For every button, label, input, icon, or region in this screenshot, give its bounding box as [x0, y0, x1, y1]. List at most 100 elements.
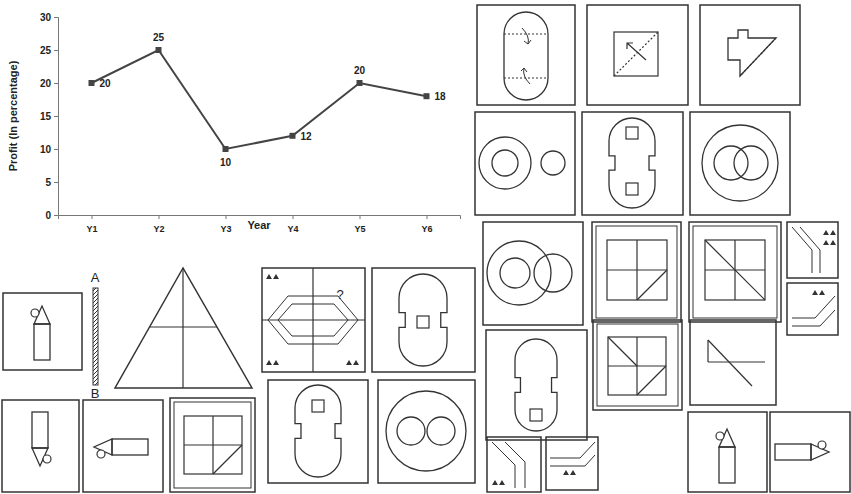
data-label: 20 — [354, 65, 366, 76]
x-tick: Y6 — [421, 215, 432, 234]
data-label: 10 — [220, 157, 232, 168]
figure-box-inner — [693, 226, 777, 318]
small-triangle — [266, 274, 272, 279]
x-tick-mark — [226, 215, 227, 219]
grid-square — [608, 337, 666, 395]
figure-box — [378, 380, 475, 483]
small-triangle — [812, 290, 818, 295]
pencil-body — [719, 447, 735, 483]
point-marker — [89, 80, 95, 86]
y-tick-label: 10 — [40, 144, 52, 155]
figure-circle — [734, 146, 768, 180]
pencil-ring — [43, 455, 51, 463]
pencil-ring — [31, 309, 39, 317]
x-tick-label: Y6 — [421, 224, 432, 234]
figure-circle — [487, 241, 551, 305]
y-axis: 051015202530 — [40, 12, 59, 221]
figure-line — [213, 445, 242, 474]
figure-box — [770, 412, 850, 492]
figure-box — [690, 320, 776, 405]
bone-square — [417, 316, 429, 328]
pencil-body — [112, 439, 148, 455]
small-triangle — [819, 290, 825, 295]
bone-shape — [515, 339, 557, 431]
x-tick: Y4 — [287, 215, 298, 234]
data-label: 18 — [435, 91, 447, 102]
data-label: 25 — [153, 32, 165, 43]
x-tick: Y2 — [153, 215, 164, 234]
pencil-ring — [97, 450, 105, 458]
fold-line — [792, 296, 835, 326]
y-tick-label: 15 — [40, 111, 52, 122]
figure-box — [487, 437, 541, 492]
figure-circle — [492, 150, 518, 176]
bone-shape — [295, 385, 341, 477]
figure-box — [483, 222, 583, 325]
pencil-body — [32, 412, 48, 448]
pencil-ring — [818, 441, 826, 449]
figure-circle — [534, 254, 572, 292]
y-axis-title: Profit (In percentage) — [7, 60, 19, 171]
page: 051015202530Y1Y2Y3Y4Y5Y6YearProfit (In p… — [0, 0, 851, 494]
figure-line — [637, 366, 666, 395]
figure-line — [637, 270, 667, 300]
small-triangle — [570, 470, 576, 475]
pencil — [775, 441, 829, 460]
figure-box-inner — [174, 402, 251, 488]
small-triangle — [492, 480, 498, 485]
figure-box — [477, 5, 575, 105]
small-triangle — [266, 360, 272, 365]
y-tick-label: 5 — [45, 177, 51, 188]
pencil — [31, 306, 50, 360]
figure-circle — [714, 146, 748, 180]
profit-line — [92, 50, 427, 149]
figure-box-inner — [596, 226, 677, 318]
hexagon — [268, 296, 358, 344]
curved-arrow — [521, 68, 530, 84]
figure-box — [268, 380, 368, 483]
grid-square — [705, 240, 765, 300]
figure-line — [608, 337, 637, 366]
question-mark: ? — [336, 287, 343, 302]
y-tick-mark — [54, 17, 58, 18]
fold-line — [792, 227, 820, 273]
plot-area — [89, 47, 430, 152]
point-marker — [424, 93, 430, 99]
y-tick: 25 — [40, 45, 58, 56]
pencil — [94, 439, 148, 458]
y-tick: 10 — [40, 144, 58, 155]
x-tick-label: Y5 — [354, 224, 365, 234]
small-triangle — [823, 230, 829, 235]
small-triangle — [823, 240, 829, 245]
figure-circle — [500, 258, 530, 288]
figure-box — [787, 283, 838, 335]
data-label: 12 — [301, 131, 313, 142]
pencil — [32, 412, 51, 466]
figure-line — [707, 340, 708, 362]
x-tick-label: Y3 — [220, 224, 231, 234]
small-square — [614, 32, 658, 76]
figure-circle — [386, 391, 466, 471]
y-tick-mark — [54, 83, 58, 84]
figure-box-inner — [597, 324, 678, 406]
fold-line — [550, 442, 595, 466]
figure-line — [149, 326, 217, 327]
y-tick-label: 20 — [40, 78, 52, 89]
figure-circle — [541, 151, 565, 175]
pencil-body — [34, 324, 50, 360]
figure-line — [182, 268, 183, 388]
figure-box — [486, 330, 587, 440]
figure-box — [787, 222, 838, 278]
figure-box — [170, 398, 255, 492]
data-label: 20 — [100, 78, 112, 89]
figure-line — [705, 240, 765, 300]
small-triangle — [346, 360, 352, 365]
bone-square — [626, 183, 638, 195]
big-triangle — [115, 268, 252, 388]
figures: AB? — [2, 5, 850, 492]
bone-shape — [399, 274, 447, 366]
y-tick-mark — [54, 149, 58, 150]
figure-box — [582, 112, 683, 215]
figure-box — [475, 112, 575, 215]
x-axis-title: Year — [247, 219, 271, 231]
